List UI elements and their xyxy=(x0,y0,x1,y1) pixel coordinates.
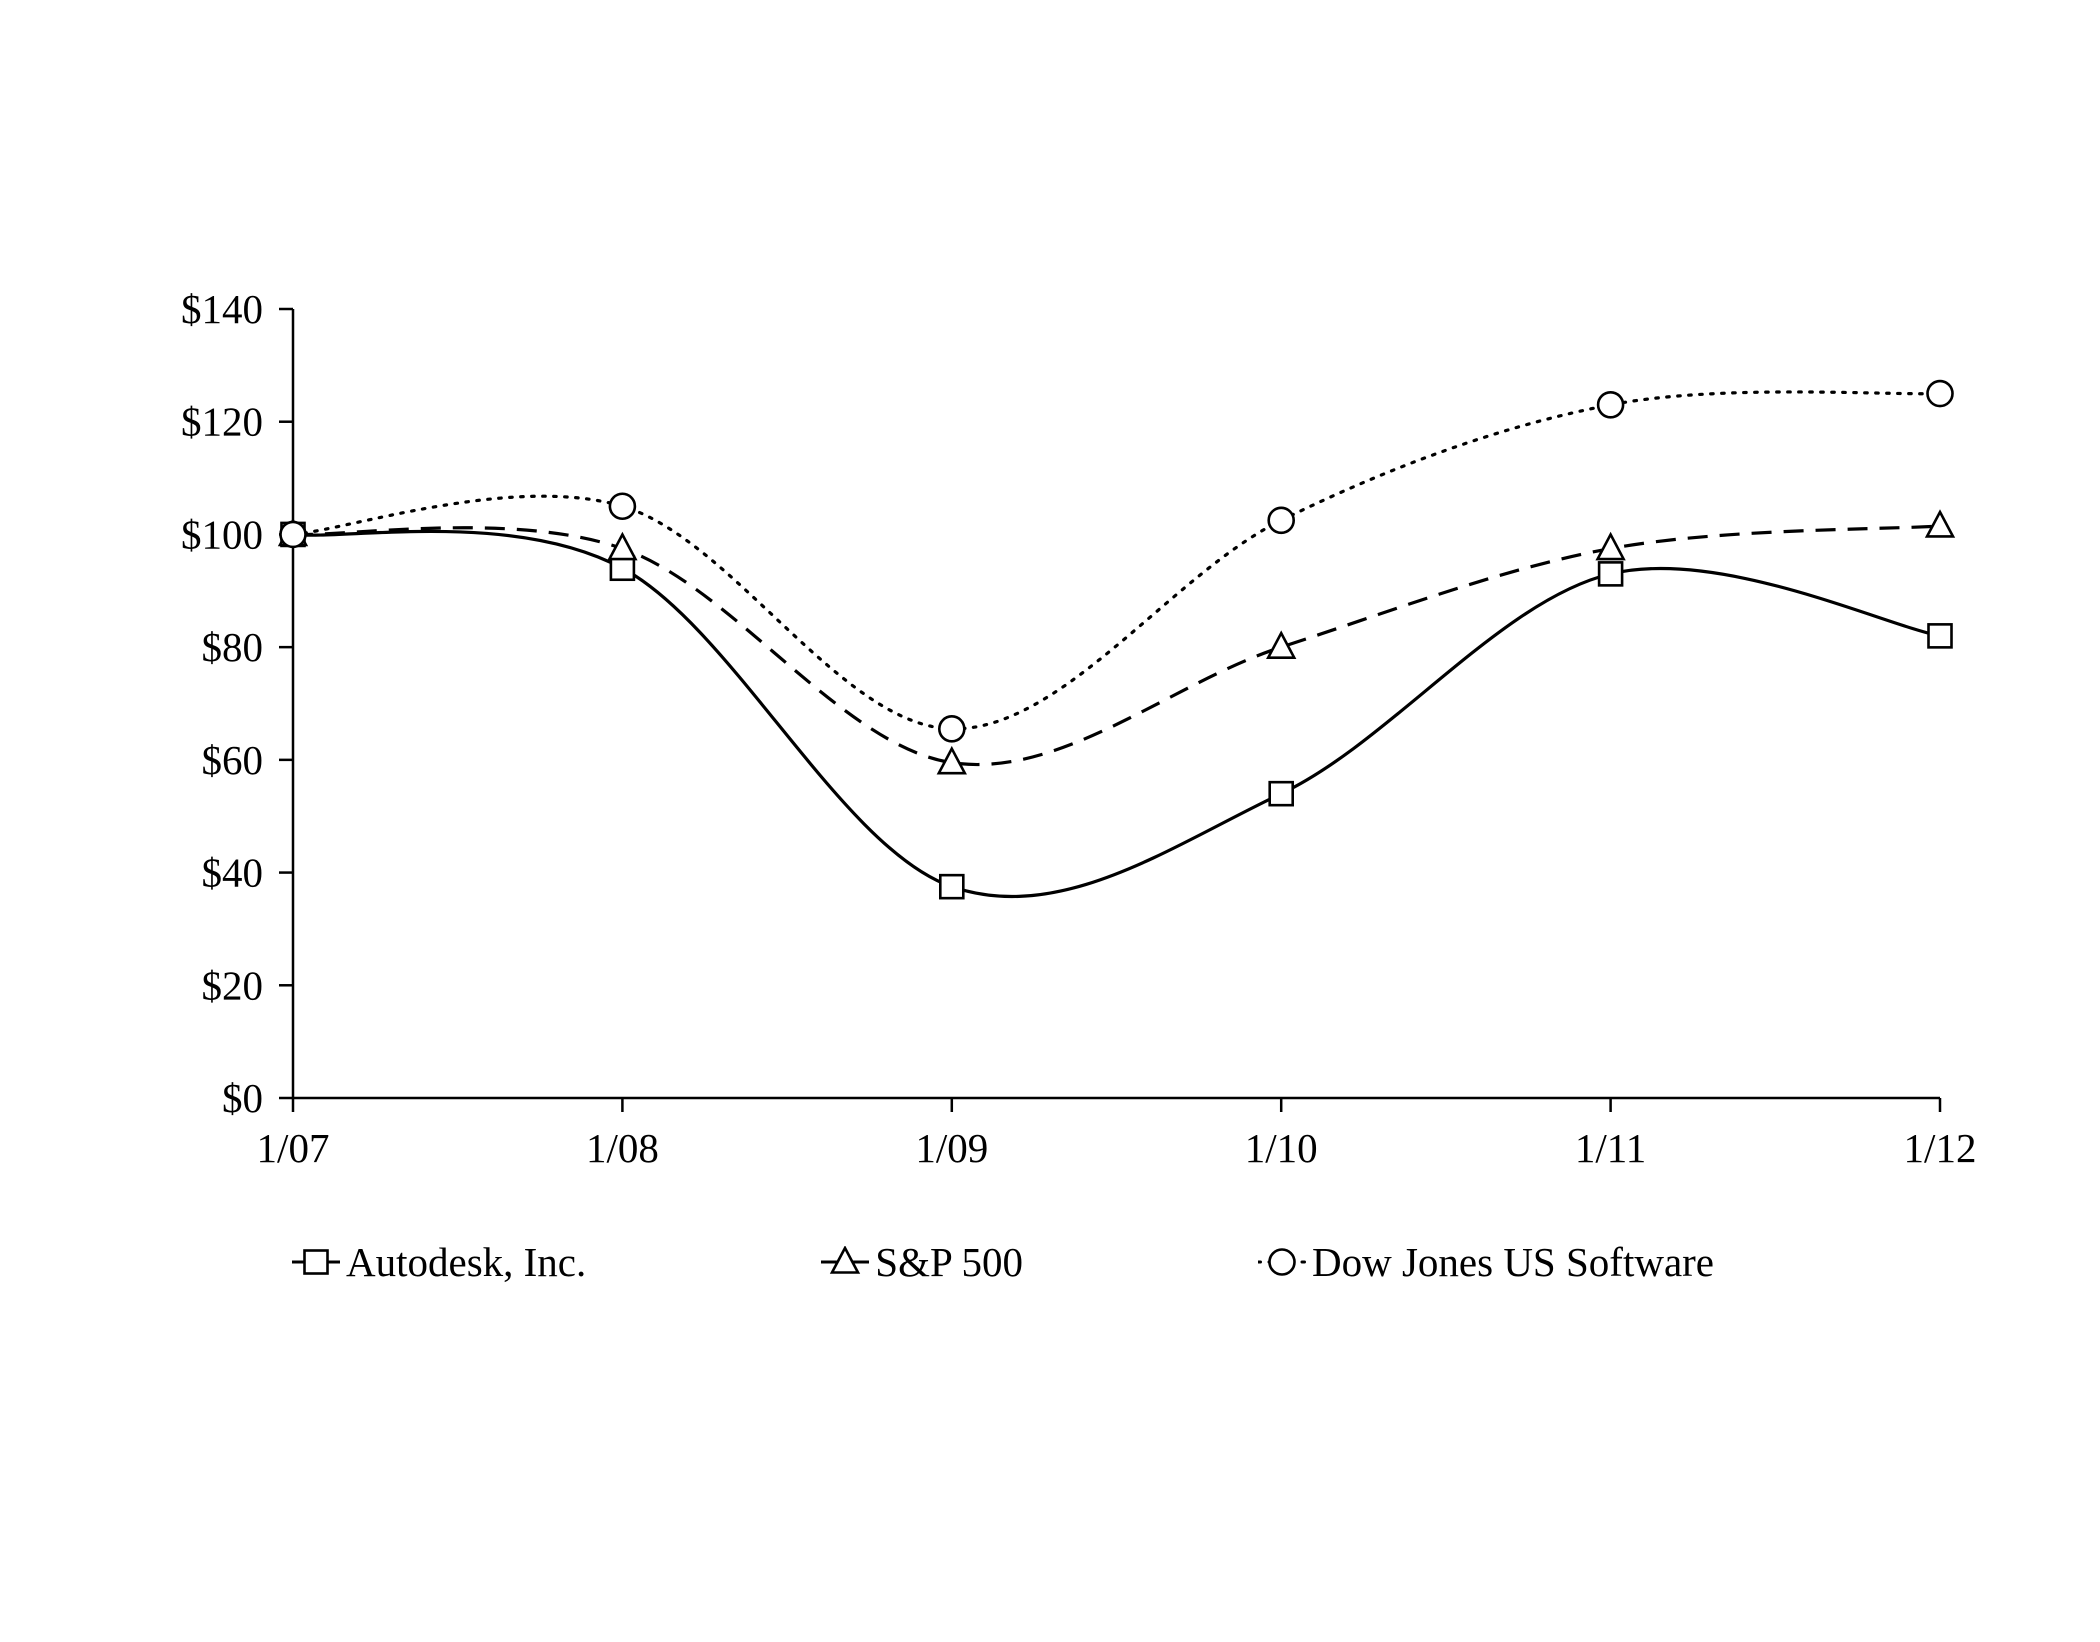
chart-legend: Autodesk, Inc. S&P 500 Dow Jones US Soft… xyxy=(292,1230,1714,1294)
triangle-marker-icon xyxy=(821,1246,870,1274)
svg-text:$120: $120 xyxy=(181,399,263,445)
legend-item: S&P 500 xyxy=(821,1238,1023,1285)
svg-text:1/12: 1/12 xyxy=(1904,1125,1977,1171)
legend-label: Autodesk, Inc. xyxy=(346,1238,587,1285)
svg-text:$140: $140 xyxy=(181,286,263,332)
svg-text:$20: $20 xyxy=(202,962,264,1008)
svg-text:$60: $60 xyxy=(202,737,264,783)
svg-text:1/09: 1/09 xyxy=(915,1125,988,1171)
legend-label: Dow Jones US Software xyxy=(1312,1238,1714,1285)
legend-label: S&P 500 xyxy=(875,1238,1023,1285)
svg-text:1/11: 1/11 xyxy=(1575,1125,1646,1171)
legend-item: Dow Jones US Software xyxy=(1258,1238,1714,1285)
svg-text:$80: $80 xyxy=(202,624,264,670)
legend-item: Autodesk, Inc. xyxy=(292,1238,587,1285)
svg-text:$40: $40 xyxy=(202,850,264,896)
svg-text:1/10: 1/10 xyxy=(1245,1125,1318,1171)
circle-marker-icon xyxy=(1258,1248,1306,1276)
square-marker-icon xyxy=(292,1249,340,1275)
svg-text:$100: $100 xyxy=(181,511,263,557)
svg-text:1/08: 1/08 xyxy=(586,1125,659,1171)
svg-text:$0: $0 xyxy=(222,1075,263,1121)
svg-text:1/07: 1/07 xyxy=(257,1125,330,1171)
